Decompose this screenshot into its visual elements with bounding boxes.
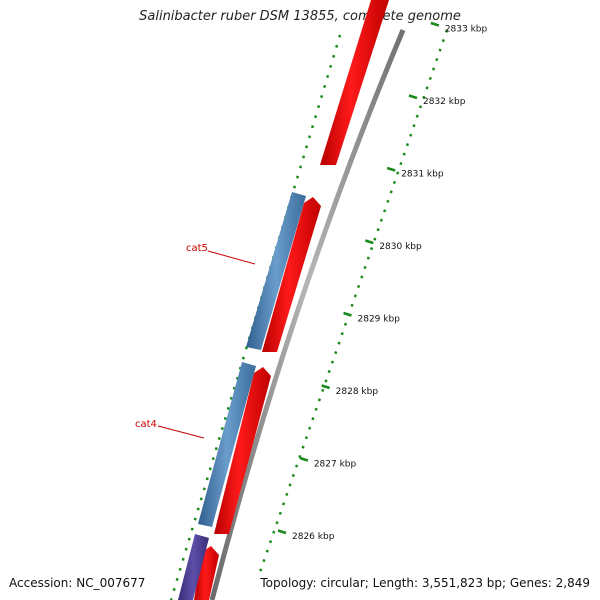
gene-label-leader (157, 425, 205, 439)
gene-cat4 (198, 362, 256, 527)
gene-label-leader (207, 250, 256, 265)
major-tick (277, 529, 287, 535)
inner-scale-ring: 2826 kbp 2827 kbp 2828 kbp 2829 kbp 2830 kbp… (257, 21, 488, 576)
tick-label: 2833 kbp (445, 25, 488, 35)
major-tick (364, 239, 374, 245)
gene-label-cat5: cat5 (186, 243, 208, 254)
reverse-feature-other (178, 534, 209, 600)
gene-labels: cat5 cat4 (135, 243, 256, 439)
major-tick (321, 384, 331, 390)
backbone-ring (209, 29, 406, 600)
tick-label: 2827 kbp (314, 460, 357, 470)
tick-label: 2832 kbp (423, 97, 466, 107)
major-tick-marks (277, 21, 440, 535)
gene-cat5 (246, 192, 306, 350)
major-tick (430, 21, 440, 27)
tick-label: 2829 kbp (358, 315, 401, 325)
tick-label: 2828 kbp (336, 387, 379, 397)
accession-label: Accession: NC_007677 (9, 576, 146, 590)
genome-info: Topology: circular; Length: 3,551,823 bp… (260, 576, 590, 590)
forward-cds-feature (320, 0, 389, 165)
gene-label-cat4: cat4 (135, 419, 157, 430)
forward-strand-track (194, 0, 389, 600)
major-tick (408, 94, 418, 100)
forward-cds-feature (262, 197, 321, 352)
reverse-strand-track (178, 192, 306, 600)
major-tick (299, 456, 309, 462)
tick-label: 2830 kbp (379, 242, 422, 252)
major-tick (386, 166, 396, 172)
tick-label: 2826 kbp (292, 532, 335, 542)
forward-cds-feature (214, 367, 271, 534)
forward-cds-feature (194, 546, 219, 600)
tick-label: 2831 kbp (401, 170, 444, 180)
major-tick (343, 311, 352, 317)
tick-labels: 2826 kbp 2827 kbp 2828 kbp 2829 kbp 2830 kbp… (292, 25, 488, 543)
